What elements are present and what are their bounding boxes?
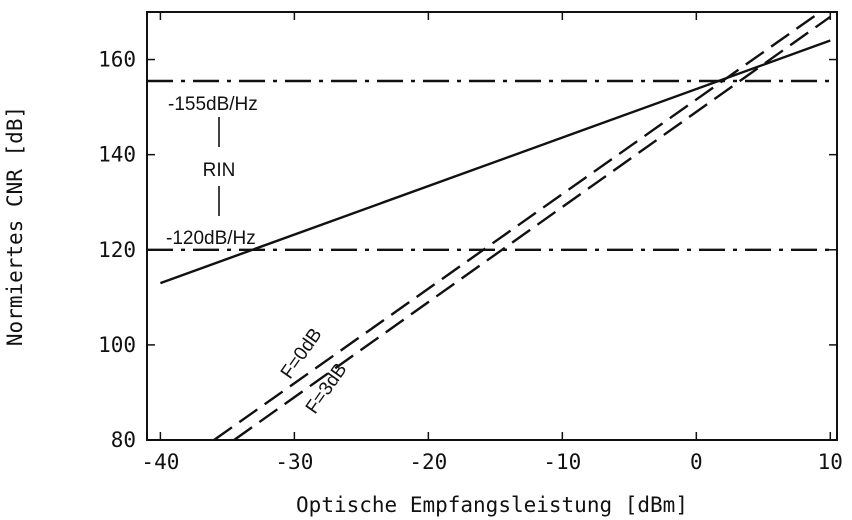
y-axis-title: Normiertes CNR [dB] xyxy=(3,106,27,346)
series-line-3-dashed xyxy=(233,15,831,440)
x-tick-label: -10 xyxy=(543,450,581,474)
series-layer xyxy=(147,12,837,440)
rin-label: RIN xyxy=(203,160,236,181)
y-tick-label: 80 xyxy=(111,428,136,452)
y-tick-label: 120 xyxy=(98,238,136,262)
ticks-layer: -40 -30 -20 -10 0 10 80 100 120 140 160 xyxy=(98,12,843,474)
plot-frame xyxy=(146,11,838,441)
x-tick-label: 10 xyxy=(818,450,843,474)
f0-label: F=0dB xyxy=(277,325,327,383)
x-tick-label: -40 xyxy=(141,450,179,474)
x-tick-label: 0 xyxy=(690,450,703,474)
rin-low-label: -120dB/Hz xyxy=(166,228,256,249)
x-tick-label: -20 xyxy=(409,450,447,474)
x-axis-title: Optische Empfangsleistung [dBm] xyxy=(296,493,688,517)
x-tick-label: -30 xyxy=(275,450,313,474)
y-tick-label: 160 xyxy=(98,48,136,72)
y-tick-label: 140 xyxy=(98,143,136,167)
y-tick-label: 100 xyxy=(98,333,136,357)
rin-high-label: -155dB/Hz xyxy=(168,94,258,115)
series-line-2-dashed xyxy=(213,12,823,440)
f3-label: F=3dB xyxy=(302,360,352,418)
